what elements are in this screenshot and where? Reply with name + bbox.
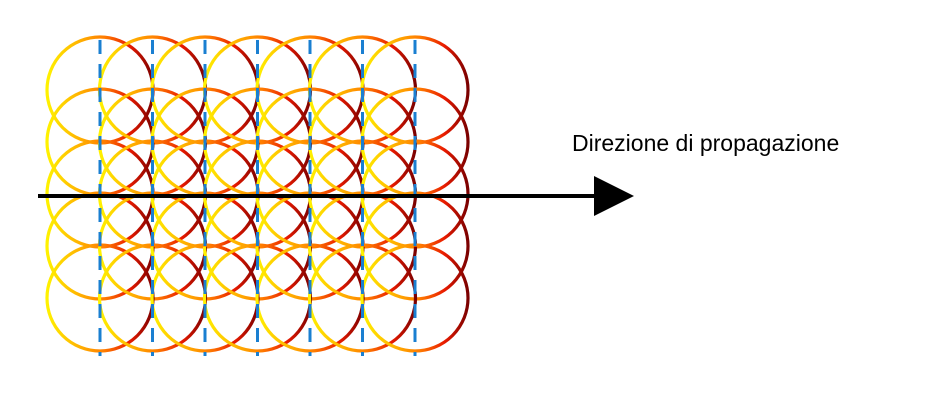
propagation-direction-label: Direzione di propagazione — [572, 130, 840, 156]
